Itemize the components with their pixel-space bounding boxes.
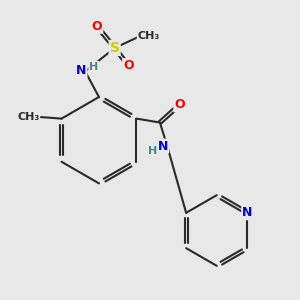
Text: H: H: [148, 146, 158, 156]
Text: O: O: [92, 20, 102, 33]
Text: N: N: [242, 206, 253, 219]
Text: O: O: [123, 59, 134, 72]
Text: N: N: [158, 140, 168, 153]
Text: N: N: [76, 64, 86, 77]
Text: S: S: [110, 41, 120, 55]
Text: H: H: [89, 62, 98, 72]
Text: O: O: [174, 98, 185, 111]
Text: CH₃: CH₃: [138, 31, 160, 41]
Text: CH₃: CH₃: [17, 112, 39, 122]
